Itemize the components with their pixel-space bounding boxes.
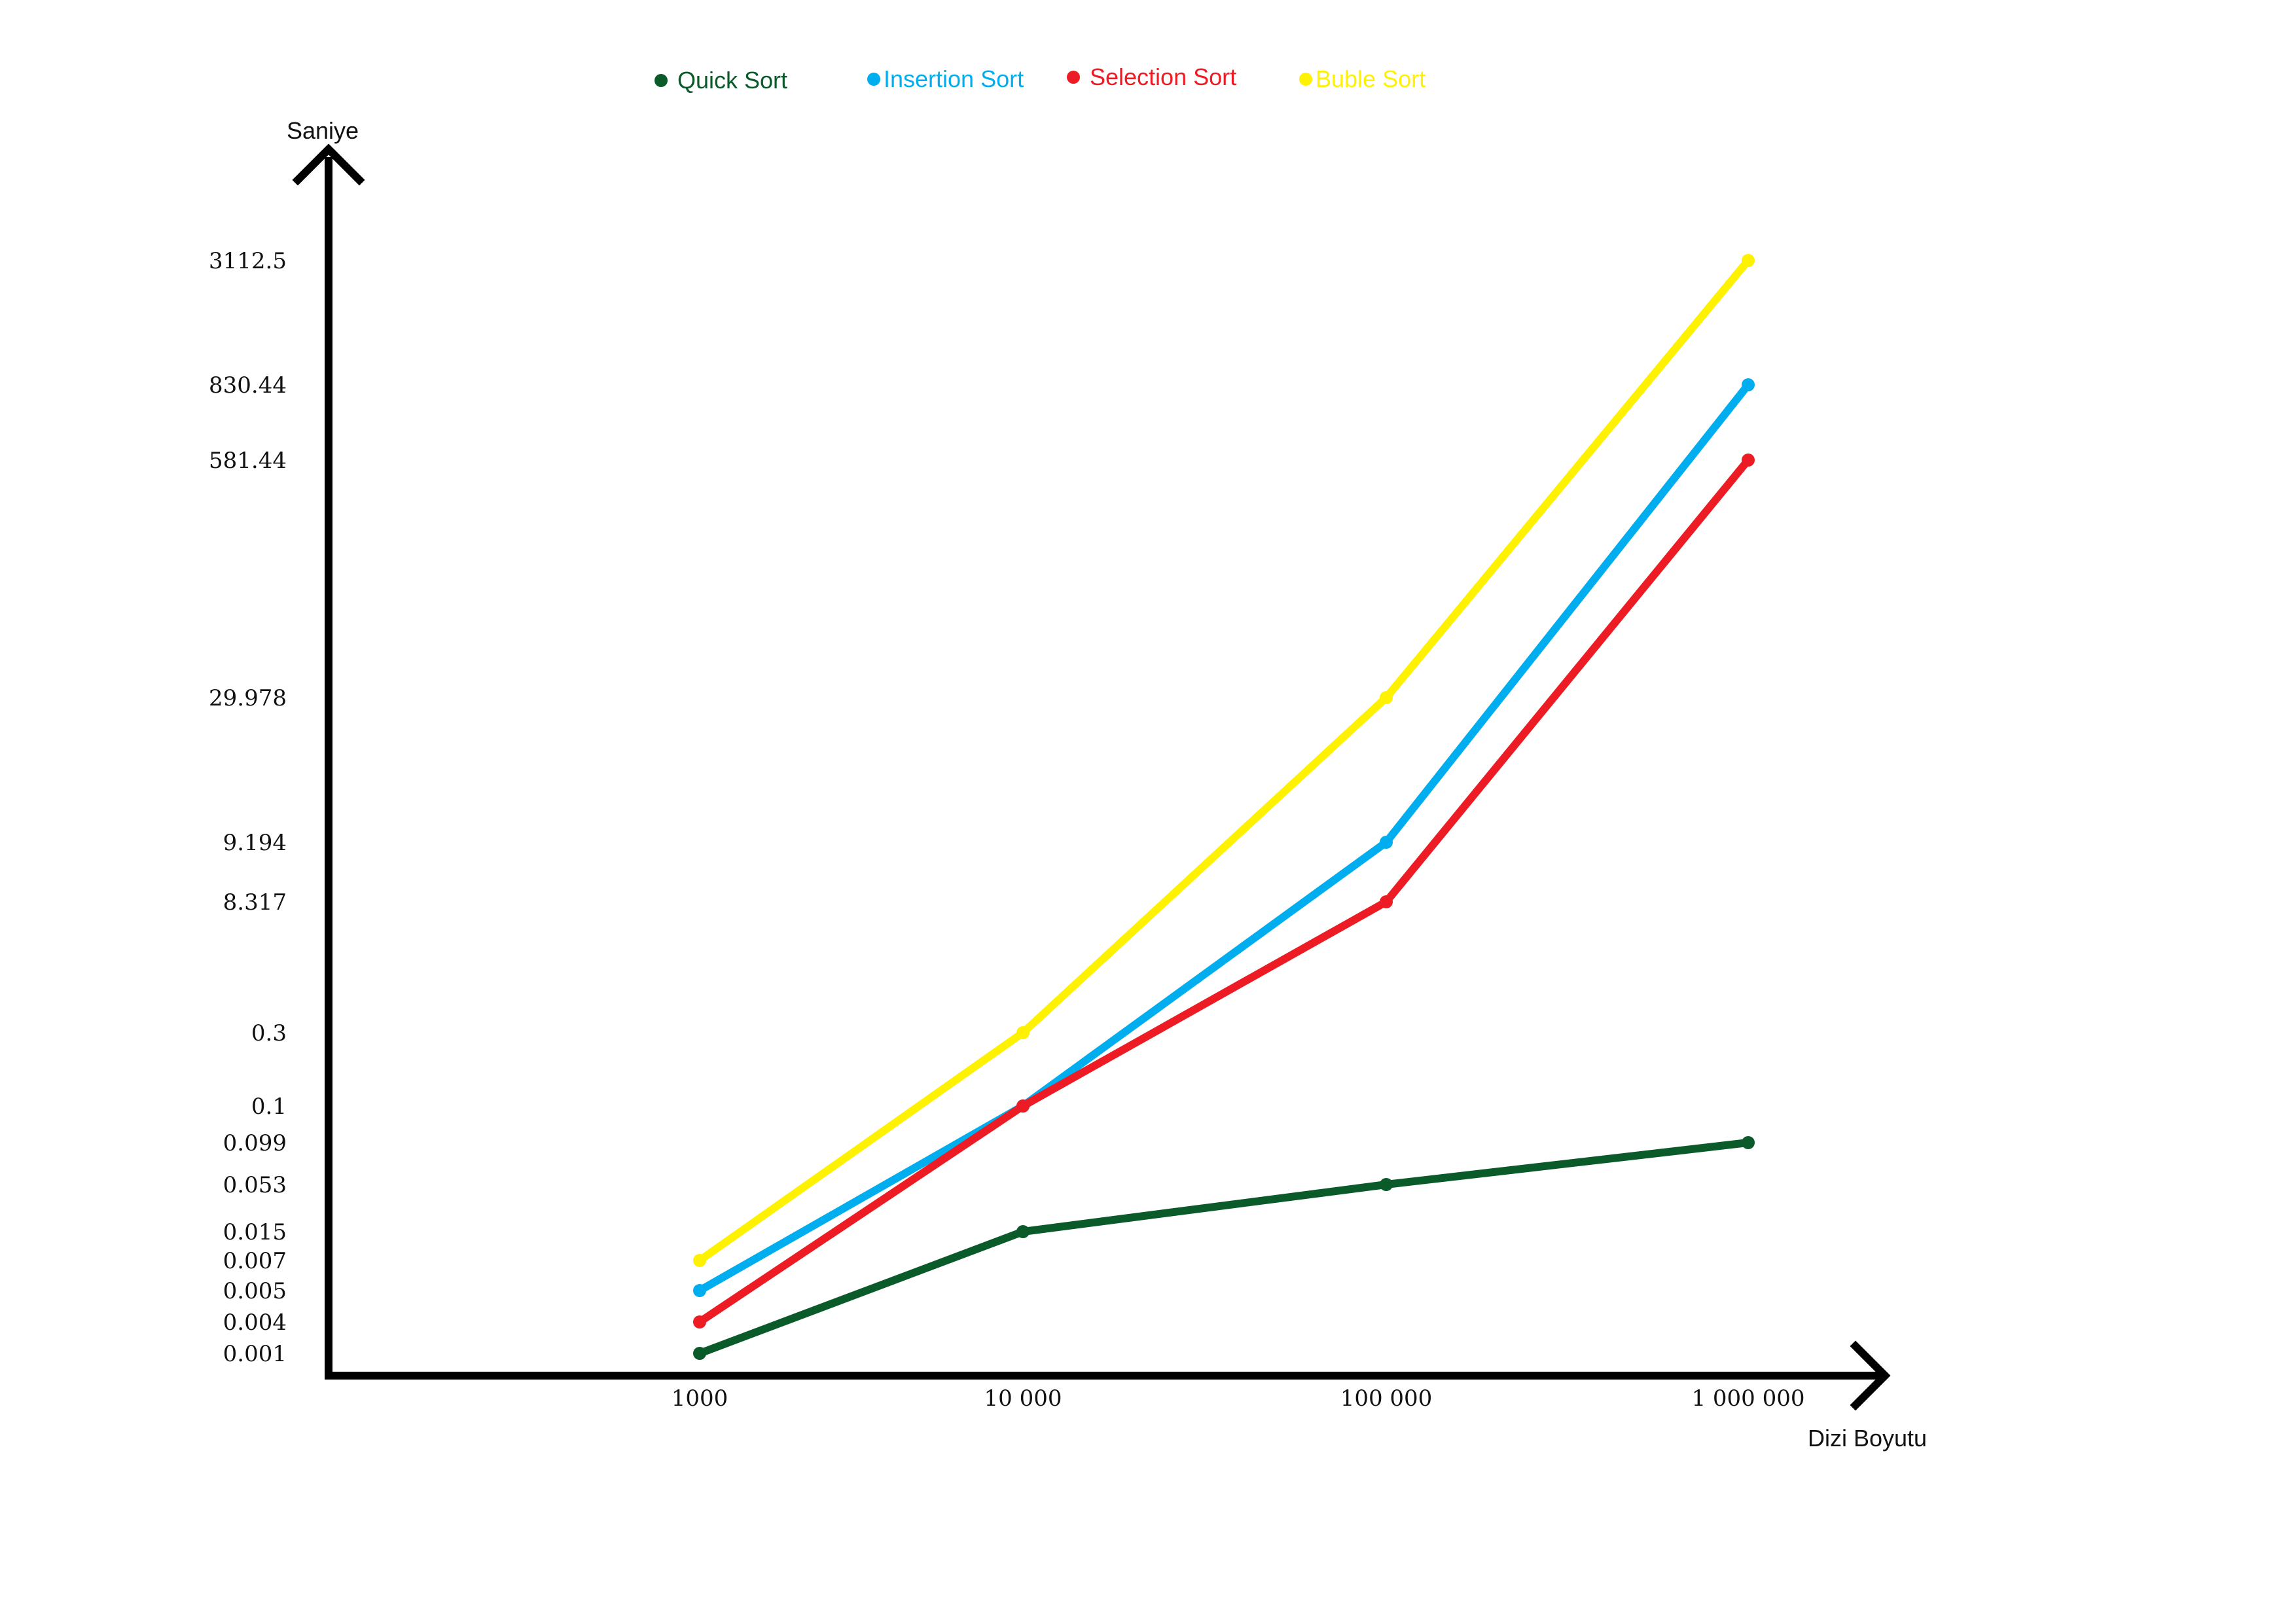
x-tick-label: 1000 — [672, 1385, 728, 1412]
series-line-quick-sort — [696, 1139, 1752, 1357]
legend-label: Buble Sort — [1316, 65, 1426, 92]
data-point — [693, 1254, 706, 1267]
x-tick-labels: 1000 10 000 100 000 1 000 000 — [672, 1385, 1805, 1412]
y-tick-label: 0.1 — [251, 1094, 287, 1120]
legend-marker — [1067, 71, 1080, 84]
legend-item-insertion-sort: Insertion Sort — [867, 65, 1024, 92]
data-point — [1742, 1136, 1755, 1149]
y-axis-title: Saniye — [287, 117, 359, 144]
y-tick-label: 0.099 — [223, 1130, 287, 1156]
data-point — [1380, 836, 1393, 849]
legend: Quick Sort Insertion Sort Selection Sort Bu… — [655, 63, 1426, 94]
y-tick-label: 9.194 — [223, 830, 287, 856]
legend-marker — [655, 74, 668, 87]
x-tick-label: 100 000 — [1340, 1385, 1433, 1412]
legend-label: Insertion Sort — [884, 65, 1024, 92]
data-point — [1016, 1099, 1030, 1113]
series-points — [693, 254, 1755, 1360]
y-tick-label: 29.978 — [209, 685, 287, 711]
y-tick-label: 581.44 — [209, 448, 287, 474]
x-tick-label: 10 000 — [984, 1385, 1062, 1412]
series-line-buble-sort — [696, 257, 1752, 1264]
y-tick-label: 0.053 — [223, 1172, 287, 1198]
y-axis-arrowhead — [292, 143, 365, 186]
y-tick-label: 0.005 — [223, 1278, 287, 1304]
data-point — [1742, 378, 1755, 391]
data-point — [693, 1315, 706, 1329]
legend-label: Selection Sort — [1090, 63, 1236, 90]
legend-item-quick-sort: Quick Sort — [655, 67, 787, 94]
legend-item-buble-sort: Buble Sort — [1299, 65, 1426, 92]
y-tick-label: 0.001 — [223, 1341, 287, 1367]
axes: Saniye Dizi Boyutu — [287, 117, 1927, 1452]
legend-marker — [1299, 73, 1312, 86]
y-tick-label: 0.3 — [251, 1020, 287, 1046]
data-point — [1742, 254, 1755, 267]
y-tick-label: 0.007 — [223, 1248, 287, 1274]
data-point — [693, 1284, 706, 1297]
x-tick-label: 1 000 000 — [1691, 1385, 1804, 1412]
data-point — [1016, 1225, 1030, 1238]
y-tick-label: 3112.5 — [209, 248, 287, 274]
legend-item-selection-sort: Selection Sort — [1067, 63, 1236, 90]
data-point — [693, 1347, 706, 1360]
data-point — [1380, 895, 1393, 908]
series-line-selection-sort — [696, 456, 1752, 1326]
legend-marker — [867, 73, 880, 86]
y-tick-label: 0.004 — [223, 1310, 287, 1336]
y-tick-label: 8.317 — [223, 889, 287, 916]
y-tick-label: 830.44 — [209, 372, 287, 399]
data-point — [1380, 691, 1393, 704]
x-axis-title: Dizi Boyutu — [1808, 1425, 1927, 1452]
series-lines — [696, 257, 1752, 1357]
data-point — [1742, 454, 1755, 467]
data-point — [1380, 1178, 1393, 1191]
y-tick-label: 0.015 — [223, 1219, 287, 1245]
data-point — [1016, 1026, 1030, 1039]
series-line-insertion-sort — [696, 381, 1752, 1294]
legend-label: Quick Sort — [677, 67, 787, 94]
x-axis-arrowhead — [1850, 1340, 1891, 1411]
y-tick-labels: 3112.5 830.44 581.44 29.978 9.194 8.317 0.3 0.1… — [209, 248, 287, 1367]
